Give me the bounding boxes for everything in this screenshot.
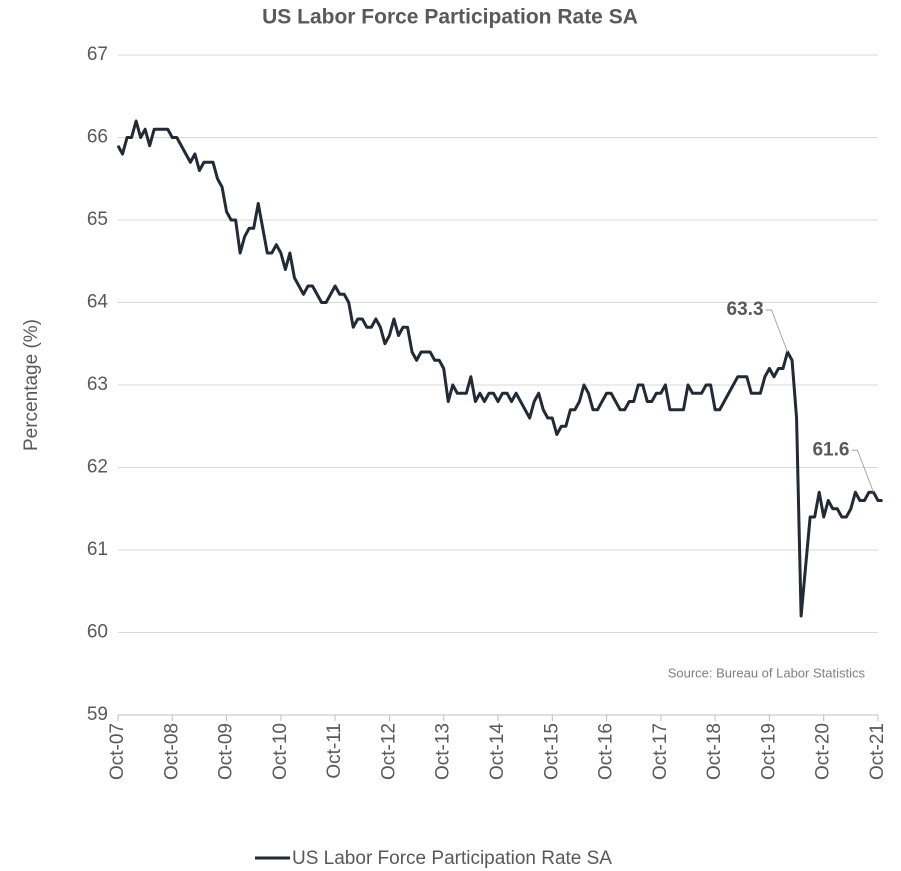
x-tick-label: Oct-09 [216,723,237,780]
y-tick-label: 59 [87,704,108,725]
x-tick-label: Oct-10 [270,723,291,780]
data-label: 63.3 [727,299,764,320]
x-tick-label: Oct-17 [650,723,671,780]
chart-title: US Labor Force Participation Rate SA [262,6,638,29]
y-tick-label: 60 [87,622,108,643]
x-tick-label: Oct-16 [596,723,617,780]
y-axis-label: Percentage (%) [21,319,42,451]
x-tick-label: Oct-13 [433,723,454,780]
y-tick-label: 66 [87,127,108,148]
source-note: Source: Bureau of Labor Statistics [668,665,866,680]
x-tick-label: Oct-20 [813,723,834,780]
x-tick-label: Oct-14 [487,723,508,780]
x-tick-label: Oct-15 [541,723,562,780]
y-tick-label: 64 [87,292,109,313]
legend-label: US Labor Force Participation Rate SA [292,848,612,869]
x-tick-label: Oct-21 [867,723,888,780]
x-tick-label: Oct-08 [161,723,182,780]
leader-line [765,309,788,353]
data-line [116,119,883,618]
leader-line [851,449,874,493]
x-tick-label: Oct-19 [758,723,779,780]
x-tick-label: Oct-18 [704,723,725,780]
y-tick-label: 62 [87,457,108,478]
y-tick-label: 63 [87,374,108,395]
data-label: 61.6 [812,439,849,460]
x-tick-label: Oct-12 [378,723,399,780]
y-tick-label: 61 [87,539,108,560]
y-tick-label: 67 [87,44,108,65]
y-tick-label: 65 [87,209,108,230]
x-tick-label: Oct-07 [107,723,128,780]
x-tick-label: Oct-11 [324,723,345,779]
